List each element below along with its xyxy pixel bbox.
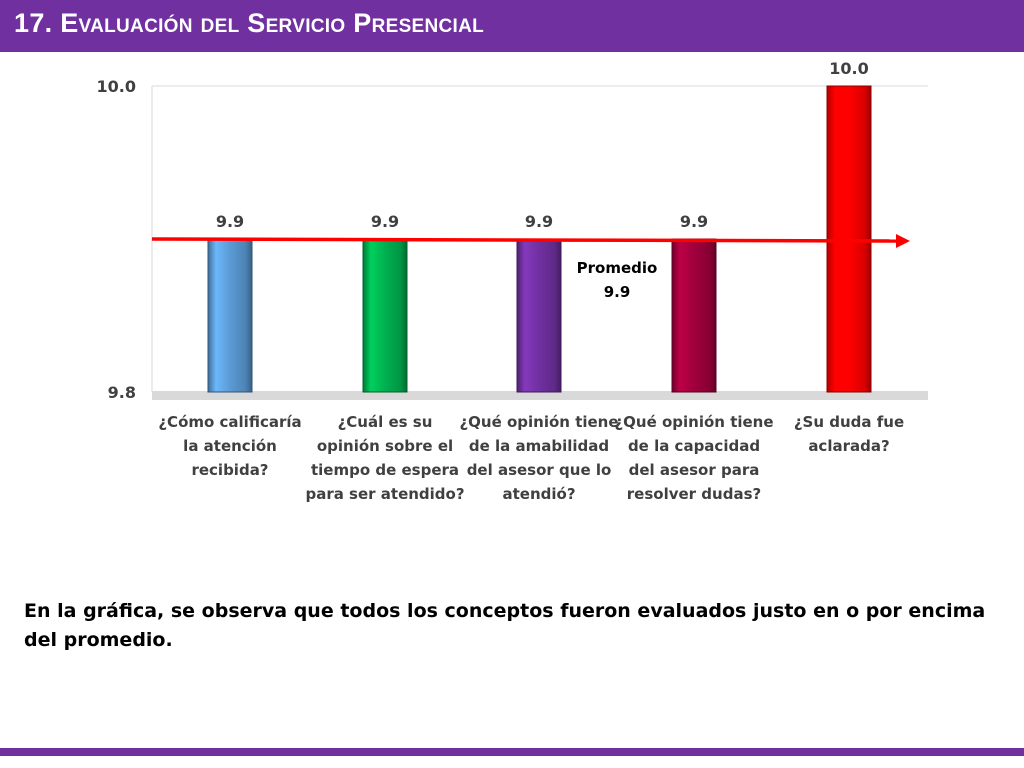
average-line xyxy=(151,237,897,243)
average-label: Promedio xyxy=(577,259,658,277)
average-arrowhead xyxy=(896,234,910,248)
data-label: 10.0 xyxy=(829,59,868,78)
y-tick-label: 9.8 xyxy=(108,383,136,402)
bar xyxy=(362,238,408,393)
chart: 9.8 10.0 9.9 9.9 9.9 9.9 10.0 Promedio 9.9 ¿Cómo… xyxy=(0,52,1024,552)
x-axis-floor xyxy=(152,391,928,400)
category-label: ¿Qué opinión tiene de la capacidad del a… xyxy=(614,413,774,503)
bar xyxy=(207,238,253,393)
footer-bar xyxy=(0,748,1024,756)
category-label: ¿Qué opinión tiene de la amabilidad del … xyxy=(459,413,619,503)
y-tick-label: 10.0 xyxy=(97,77,136,96)
average-value-label: 9.9 xyxy=(604,283,631,301)
category-label: ¿Su duda fue aclarada? xyxy=(793,413,905,455)
data-label: 9.9 xyxy=(371,212,399,231)
page-title: 17. Evaluación del Servicio Presencial xyxy=(14,8,485,38)
summary-text: En la gráfica, se observa que todos los … xyxy=(24,600,986,651)
data-label: 9.9 xyxy=(525,212,553,231)
data-label: 9.9 xyxy=(680,212,708,231)
category-label: ¿Cómo calificaría la atención recibida? xyxy=(158,413,302,479)
bar-chart-svg: 9.8 10.0 9.9 9.9 9.9 9.9 10.0 Promedio 9.9 xyxy=(97,59,928,402)
header-bar: 17. Evaluación del Servicio Presencial xyxy=(0,0,1024,52)
bar xyxy=(516,238,562,393)
data-label: 9.9 xyxy=(216,212,244,231)
bar xyxy=(826,85,872,393)
bar xyxy=(671,238,717,393)
category-label: ¿Cuál es su opinión sobre el tiempo de e… xyxy=(305,413,465,503)
